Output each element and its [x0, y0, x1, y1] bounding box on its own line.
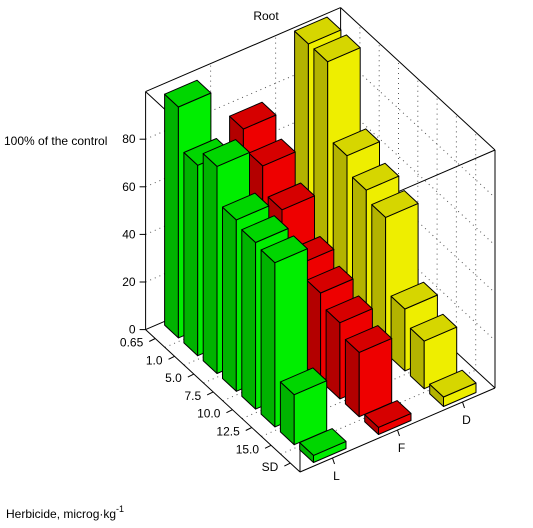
bar-D-15.0: [409, 313, 458, 390]
bar-top-face: [371, 190, 419, 218]
bar-side-face: [260, 249, 276, 428]
bar-top-face: [202, 139, 250, 167]
x-tick: [149, 338, 156, 342]
x-tick-label: SD: [262, 460, 279, 474]
x-tick: [226, 409, 233, 414]
bar-top-face: [294, 16, 342, 45]
bar-top-face: [409, 313, 458, 342]
z-tick-label: 60: [122, 180, 136, 194]
bar-top-face: [313, 34, 361, 63]
z-tick-label: 40: [122, 227, 136, 241]
bar-top-face: [164, 79, 212, 108]
bar-top-face: [222, 192, 270, 221]
grid-line-right: [340, 102, 496, 246]
bar-side-face: [222, 206, 237, 392]
bar-top-face: [344, 325, 393, 353]
bar-D-SD: [429, 369, 477, 407]
bar-top-face: [260, 235, 308, 264]
box-edge: [145, 329, 301, 473]
x-tick: [264, 444, 272, 449]
bar-side-face: [202, 153, 218, 374]
bar-top-face: [299, 428, 347, 456]
bar-L-15.0: [279, 367, 328, 446]
bar-side-face: [164, 93, 179, 339]
bar-F-SD: [364, 400, 412, 435]
bar-top-face: [279, 367, 328, 396]
bar-top-face: [364, 400, 412, 428]
chart-title: Root: [253, 9, 279, 23]
box-edge: [340, 7, 496, 151]
bar-top-face: [429, 369, 477, 398]
z-axis-label: 100% of the control: [4, 134, 107, 148]
bar-top-face: [248, 138, 296, 167]
bar-side-face: [183, 152, 199, 357]
y-tick: [332, 457, 335, 465]
x-tick: [187, 373, 195, 378]
bar-side-face: [306, 279, 322, 382]
x-tick: [168, 355, 175, 360]
labels: Root 100% of the control Herbicide, micr…: [4, 9, 471, 521]
x-tick-label: 10.0: [197, 407, 221, 421]
z-tick-label: 20: [122, 275, 136, 289]
bar-top-face: [241, 215, 289, 243]
x-axis-label-text: Herbicide, microg·kg: [6, 507, 116, 521]
x-tick-label: 1.0: [146, 353, 163, 367]
bar-side-face: [241, 229, 257, 410]
bar-top-face: [229, 101, 277, 130]
bar-top-face: [306, 265, 354, 294]
x-tick-label: 15.0: [236, 442, 260, 456]
bar-top-face: [352, 162, 400, 191]
bar-F-15.0: [344, 325, 393, 418]
x-tick-label: 0.65: [120, 336, 144, 350]
x-tick: [245, 427, 252, 431]
x-tick-label: 12.5: [216, 425, 240, 439]
bar-top-face: [325, 295, 373, 324]
y-tick: [462, 401, 465, 409]
y-tick-label: D: [462, 413, 471, 427]
box-edge: [145, 7, 341, 93]
x-tick: [284, 462, 291, 467]
bar-side-face: [325, 309, 341, 400]
x-axis-label-superscript: -1: [116, 504, 124, 514]
bar-side-face: [344, 339, 360, 418]
x-axis-label: Herbicide, microg·kg-1: [6, 504, 124, 521]
bar-top-face: [390, 281, 438, 310]
bar-top-face: [267, 182, 315, 211]
y-tick-label: L: [333, 469, 340, 483]
x-tick-label: 5.0: [165, 371, 182, 385]
z-tick-label: 0: [129, 323, 136, 337]
x-tick: [206, 391, 214, 396]
z-tick-label: 80: [122, 132, 136, 146]
bars: [164, 16, 477, 463]
y-tick: [397, 429, 400, 437]
bar-L-SD: [299, 428, 347, 463]
bar-top-face: [332, 128, 380, 157]
x-tick-label: 7.5: [184, 389, 201, 403]
y-tick-label: F: [398, 441, 405, 455]
